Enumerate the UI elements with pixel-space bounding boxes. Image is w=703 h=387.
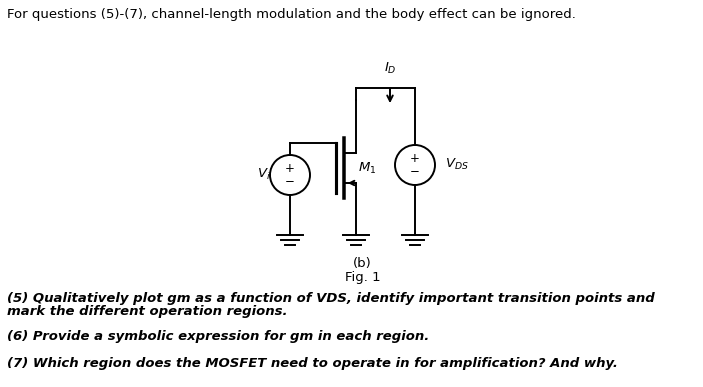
Text: −: − <box>285 175 295 188</box>
Text: $M_1$: $M_1$ <box>358 161 376 176</box>
Text: (5) Qualitatively plot gm as a function of VDS, identify important transition po: (5) Qualitatively plot gm as a function … <box>7 292 654 305</box>
Text: −: − <box>410 166 420 178</box>
Text: $V_i$: $V_i$ <box>257 166 271 182</box>
Text: +: + <box>285 161 295 175</box>
Text: (7) Which region does the MOSFET need to operate in for amplification? And why.: (7) Which region does the MOSFET need to… <box>7 357 618 370</box>
Text: mark the different operation regions.: mark the different operation regions. <box>7 305 288 318</box>
Text: $V_{DS}$: $V_{DS}$ <box>445 156 469 171</box>
Text: (6) Provide a symbolic expression for gm in each region.: (6) Provide a symbolic expression for gm… <box>7 330 430 343</box>
Text: Fig. 1: Fig. 1 <box>344 272 380 284</box>
Text: +: + <box>410 151 420 164</box>
Text: (b): (b) <box>353 257 372 269</box>
Text: $I_D$: $I_D$ <box>384 61 396 76</box>
Text: For questions (5)-(7), channel-length modulation and the body effect can be igno: For questions (5)-(7), channel-length mo… <box>7 8 576 21</box>
